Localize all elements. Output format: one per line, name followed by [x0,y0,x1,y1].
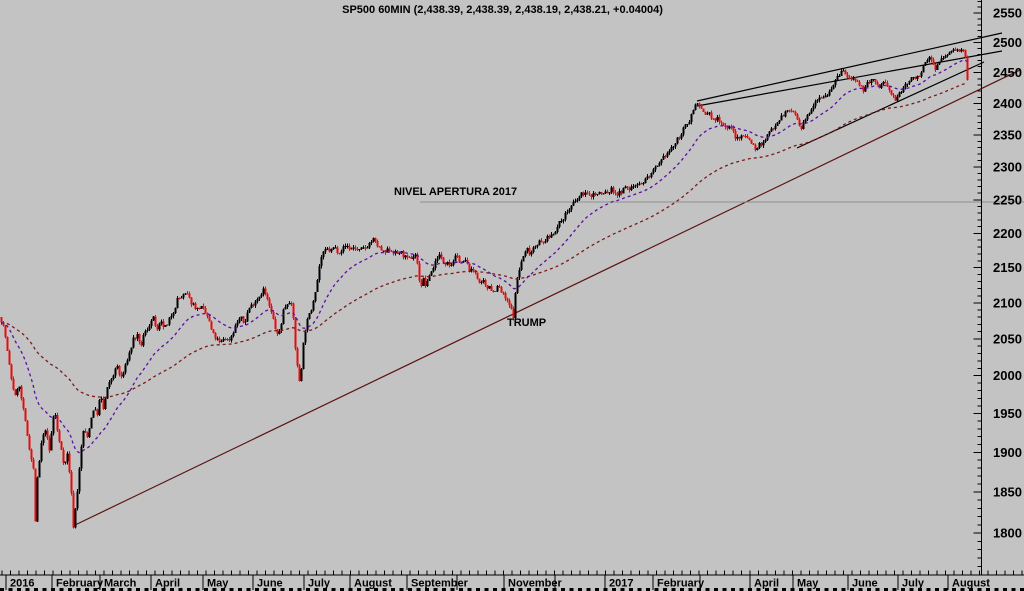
time-axis-label: April [155,578,180,590]
time-axis-label: March [104,578,137,590]
time-axis-label: February [56,578,104,590]
time-axis-label: August [952,578,990,590]
price-axis-label: 1950 [993,406,1022,421]
time-axis-label: September [411,578,469,590]
candlestick-series [0,47,969,529]
time-axis-label: July [902,578,925,590]
time-axis-label: February [657,578,705,590]
price-axis-label: 2400 [993,96,1022,111]
price-axis-label: 1900 [993,445,1022,460]
time-axis-label: April [754,578,779,590]
time-axis-label: June [852,578,878,590]
price-axis-label: 1800 [993,526,1022,541]
time-axis-label: November [508,578,563,590]
price-axis-label: 2150 [993,260,1022,275]
fast-ma-line [0,59,968,454]
trendline-long-term-support [72,69,1021,527]
price-axis-label: 2050 [993,331,1022,346]
price-axis-label: 2350 [993,127,1022,142]
price-axis-label: 2200 [993,226,1022,241]
trendline-wedge-upper [696,32,1003,102]
slow-ma-line [1,82,968,399]
time-axis-label: May [207,578,229,590]
price-axis-label: 2450 [993,65,1022,80]
price-axis-label: 2300 [993,160,1022,175]
time-axis-label: May [797,578,819,590]
open-level-annotation: NIVEL APERTURA 2017 [394,186,518,198]
time-axis-label: 2016 [10,578,34,590]
price-axis-label: 1850 [993,485,1022,500]
chart-title: SP500 60MIN (2,438.39, 2,438.39, 2,438.1… [342,4,663,16]
price-axis-label: 2250 [993,192,1022,207]
trump-annotation: TRUMP [507,317,547,329]
time-axis-label: August [354,578,392,590]
time-axis-label: 2017 [609,578,633,590]
price-axis-label: 2550 [993,6,1022,21]
price-axis-label: 2000 [993,368,1022,383]
time-axis-label: July [308,578,331,590]
price-axis-label: 2500 [993,35,1022,50]
price-axis: 2550 2500 2450 2400 2350 2300 2250 2200 2150 2100… [973,0,1022,575]
price-axis-label: 2100 [993,295,1022,310]
trendline-channel-lower [796,61,985,149]
time-axis: 2016 February March April May June July August S… [0,570,1024,591]
time-axis-label: June [257,578,283,590]
